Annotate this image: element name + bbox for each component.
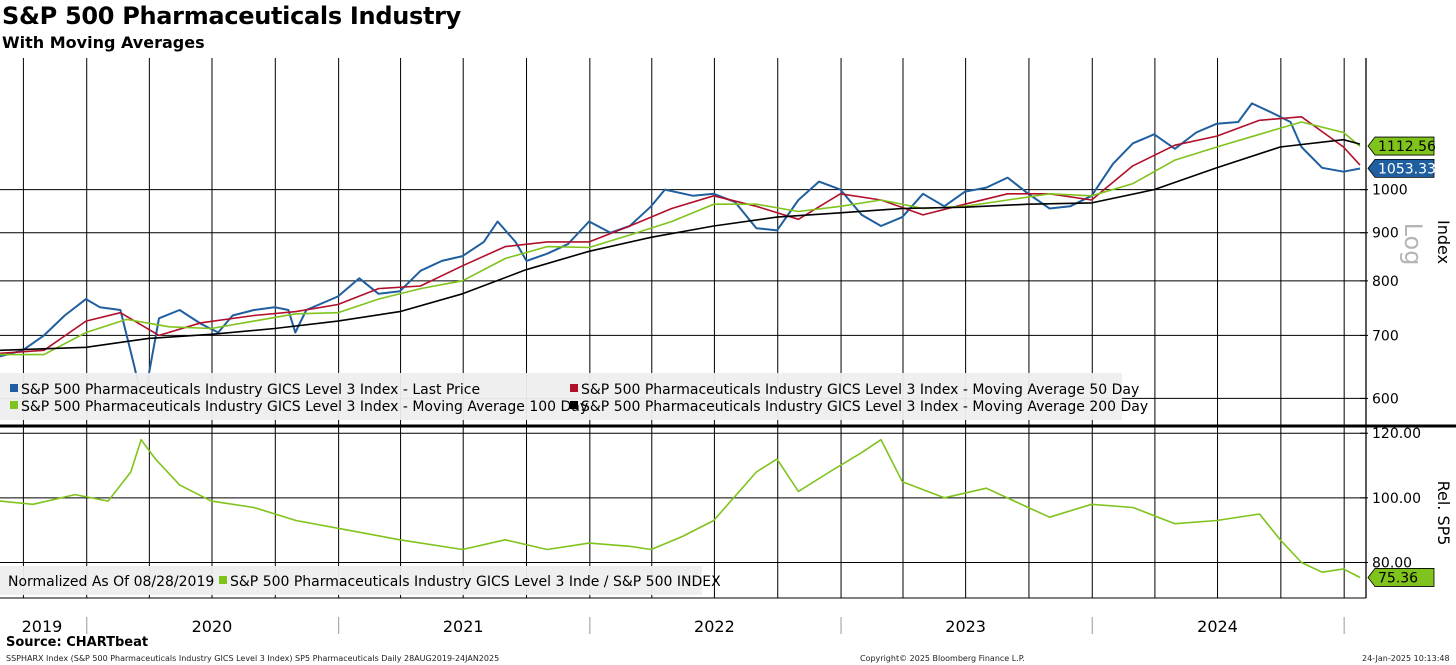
log-scale-label: Log xyxy=(1399,223,1427,266)
legend-label: S&P 500 Pharmaceuticals Industry GICS Le… xyxy=(581,399,1148,415)
timestamp-note: 24-Jan-2025 10:13:48 xyxy=(1362,654,1450,663)
grid-layer xyxy=(0,58,1366,598)
last-value-tag xyxy=(1367,136,1435,156)
legend-swatch xyxy=(10,401,18,409)
series-line-upper-0 xyxy=(0,102,1361,407)
y-axis-title-upper: Index xyxy=(1434,220,1453,264)
x-year-label: 2021 xyxy=(443,617,484,636)
ticker-description: SSPHARX Index (S&P 500 Pharmaceuticals I… xyxy=(6,654,500,663)
y-tick-label: 1000 xyxy=(1372,183,1408,199)
source-note: Source: CHARTbeat xyxy=(6,635,149,650)
last-value-tag xyxy=(1367,159,1435,178)
chart-title: S&P 500 Pharmaceuticals Industry xyxy=(2,2,462,30)
x-year-label: 2023 xyxy=(945,617,986,636)
series-layer xyxy=(0,102,1361,579)
series-line-upper-1 xyxy=(0,116,1361,355)
legend-label: S&P 500 Pharmaceuticals Industry GICS Le… xyxy=(581,382,1139,398)
y-tick-label: 900 xyxy=(1372,226,1399,242)
last-value-label: 75.36 xyxy=(1378,570,1418,586)
legend-label-lower: S&P 500 Pharmaceuticals Industry GICS Le… xyxy=(230,574,721,590)
legend-layer: S&P 500 Pharmaceuticals Industry GICS Le… xyxy=(0,373,1148,595)
y-tick-label: 100.00 xyxy=(1372,491,1421,507)
last-value-label: 1112.56 xyxy=(1378,139,1436,155)
copyright-note: Copyright© 2025 Bloomberg Finance L.P. xyxy=(860,654,1025,663)
legend-box-lower xyxy=(0,566,702,595)
series-line-upper-3 xyxy=(0,138,1361,352)
series-line-upper-2 xyxy=(0,121,1361,356)
legend-swatch xyxy=(570,401,578,409)
x-year-label: 2022 xyxy=(694,617,735,636)
y-tick-label: 600 xyxy=(1372,391,1399,407)
legend-label: S&P 500 Pharmaceuticals Industry GICS Le… xyxy=(21,382,480,398)
axis-layer: 600 700 800 900 1000 80.00 100.00 120.00 1112.56… xyxy=(0,58,1456,636)
last-value-label: 1053.33 xyxy=(1378,161,1436,177)
legend-swatch xyxy=(10,384,18,392)
legend-note: Normalized As Of 08/28/2019 xyxy=(8,574,214,590)
chart-subtitle: With Moving Averages xyxy=(2,33,205,52)
legend-swatch xyxy=(570,384,578,392)
y-tick-label: 120.00 xyxy=(1372,426,1421,442)
last-value-tag xyxy=(1367,568,1435,587)
y-tick-label: 800 xyxy=(1372,274,1399,290)
y-tick-label: 80.00 xyxy=(1372,555,1412,571)
legend-swatch-lower xyxy=(219,576,227,584)
legend-label: S&P 500 Pharmaceuticals Industry GICS Le… xyxy=(21,399,588,415)
y-axis-title-lower: Rel. SP5 xyxy=(1434,481,1453,546)
y-tick-label: 700 xyxy=(1372,328,1399,344)
x-year-label: 2020 xyxy=(192,617,233,636)
legend-box-upper xyxy=(0,373,1122,420)
x-year-label: 2019 xyxy=(22,617,63,636)
x-year-label: 2024 xyxy=(1197,617,1238,636)
series-line-lower-0 xyxy=(0,438,1361,579)
